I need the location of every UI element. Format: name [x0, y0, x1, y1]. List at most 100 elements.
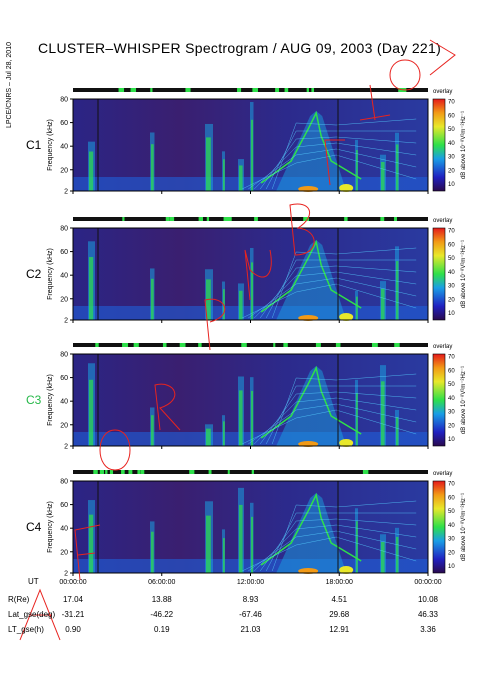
burst-core: [89, 379, 94, 446]
status-mark: [105, 470, 108, 474]
watermark-stroke: [19, 588, 61, 641]
watermark-stroke: [244, 249, 272, 301]
harmonic-curve: [265, 512, 417, 572]
status-mark: [251, 470, 254, 474]
panel-label: C1: [26, 138, 42, 152]
harmonic-curve: [242, 536, 417, 572]
status-mark: [371, 343, 378, 347]
burst-core: [89, 151, 94, 191]
colorbar-label: dB above 10⁻⁸V²m⁻²Hz⁻¹: [460, 493, 467, 561]
harmonic-curve: [259, 518, 417, 572]
y-tick-label: 20: [60, 422, 68, 429]
colorbar-tag: overlay: [433, 471, 452, 477]
y-tick-label: 40: [60, 526, 68, 533]
status-mark: [226, 217, 232, 221]
orbit-value: 10.08: [417, 595, 439, 604]
status-mark: [335, 343, 341, 347]
watermark-stroke: [389, 59, 421, 91]
colorbar-tick-label: 60: [448, 495, 455, 501]
colorbar-tick-label: 20: [448, 423, 455, 429]
intense-patch: [339, 184, 354, 192]
status-mark: [122, 217, 125, 221]
y-tick-label: 80: [60, 479, 68, 486]
colorbar-label: dB above 10⁻⁸V²m⁻²Hz⁻¹: [460, 240, 467, 308]
status-mark: [93, 470, 98, 474]
y-tick-label: 20: [60, 167, 68, 174]
burst-core: [223, 421, 225, 446]
harmonic-curve: [242, 154, 417, 190]
panel-c1: 2 20 40 60 80 Frequency (kHz) C1 10 20 30 40 50 60 70…: [26, 88, 467, 196]
y-tick-label: 2: [64, 571, 68, 578]
status-mark: [255, 88, 258, 92]
burst-core: [381, 161, 385, 191]
y-tick-label: 40: [60, 273, 68, 280]
orbit-value: 29.68: [329, 610, 350, 619]
harmonic-curve: [271, 373, 417, 445]
y-tick-label: 40: [60, 144, 68, 151]
burst-core: [206, 428, 211, 446]
y-tick-label: 60: [60, 502, 68, 509]
status-mark: [198, 343, 202, 347]
intense-patch: [339, 313, 354, 321]
colorbar-tick-label: 70: [448, 100, 455, 106]
panel-c3: 2 20 40 60 80 Frequency (kHz) C3 10 20 30 40 50 60 70…: [26, 343, 467, 451]
status-mark: [311, 88, 315, 92]
colorbar-tick-label: 70: [448, 229, 455, 235]
colorbar: [432, 480, 446, 574]
harmonic-curve: [271, 118, 417, 190]
colorbar-tag: overlay: [433, 344, 452, 350]
panel-label: C4: [26, 520, 42, 534]
watermark-stroke: [154, 383, 181, 431]
plasma-line: [260, 239, 362, 313]
status-mark: [273, 343, 276, 347]
y-axis-label: Frequency (kHz): [47, 374, 54, 426]
y-tick-label: 40: [60, 399, 68, 406]
status-mark: [237, 88, 242, 92]
chart-title: CLUSTER–WHISPER Spectrogram / AUG 09, 20…: [37, 40, 442, 56]
y-axis-label: Frequency (kHz): [47, 248, 54, 300]
colorbar-tick-label: 50: [448, 509, 455, 515]
burst-core: [239, 504, 243, 573]
watermark-stroke: [324, 139, 345, 186]
colorbar-label: dB above 10⁻⁸V²m⁻²Hz⁻¹: [460, 366, 467, 434]
colorbar-label: dB above 10⁻⁸V²m⁻²Hz⁻¹: [460, 111, 467, 179]
status-mark: [227, 470, 230, 474]
watermark-overlay: [19, 39, 456, 641]
status-mark: [315, 343, 321, 347]
burst-core: [381, 288, 385, 320]
orbit-value: 4.51: [331, 595, 348, 604]
burst-core: [396, 536, 399, 573]
colorbar-tick-label: 40: [448, 270, 455, 276]
orbit-value: 46.33: [417, 610, 439, 619]
emission-peak: [276, 493, 347, 573]
burst-core: [206, 515, 211, 573]
burst-core: [151, 415, 154, 446]
orbit-value: -31.21: [61, 610, 85, 619]
status-mark: [208, 470, 212, 474]
status-bar: [73, 217, 428, 221]
y-tick-label: 60: [60, 375, 68, 382]
orbit-row-label: R(Re): [8, 595, 30, 604]
watermark-stroke: [289, 203, 315, 256]
orbit-value: 21.03: [240, 625, 261, 634]
status-bar: [73, 88, 428, 92]
x-tick-label: 06:00:00: [148, 579, 175, 586]
colorbar-tick-label: 40: [448, 396, 455, 402]
burst-core: [151, 531, 154, 573]
burst-core: [251, 516, 254, 573]
colorbar-tick-label: 30: [448, 537, 455, 543]
status-mark: [198, 217, 203, 221]
status-mark: [95, 343, 99, 347]
status-mark: [118, 88, 125, 92]
status-mark: [394, 343, 400, 347]
status-mark: [150, 88, 153, 92]
panel-c4: 2 20 40 60 80 Frequency (kHz) C4 10 20 30 40 50 60 70…: [26, 470, 467, 578]
y-tick-label: 80: [60, 97, 68, 104]
y-tick-label: 2: [64, 318, 68, 325]
burst-core: [356, 150, 358, 191]
watermark-stroke: [369, 84, 376, 121]
status-mark: [140, 470, 145, 474]
orbit-value: 0.19: [153, 625, 170, 634]
status-mark: [121, 470, 125, 474]
